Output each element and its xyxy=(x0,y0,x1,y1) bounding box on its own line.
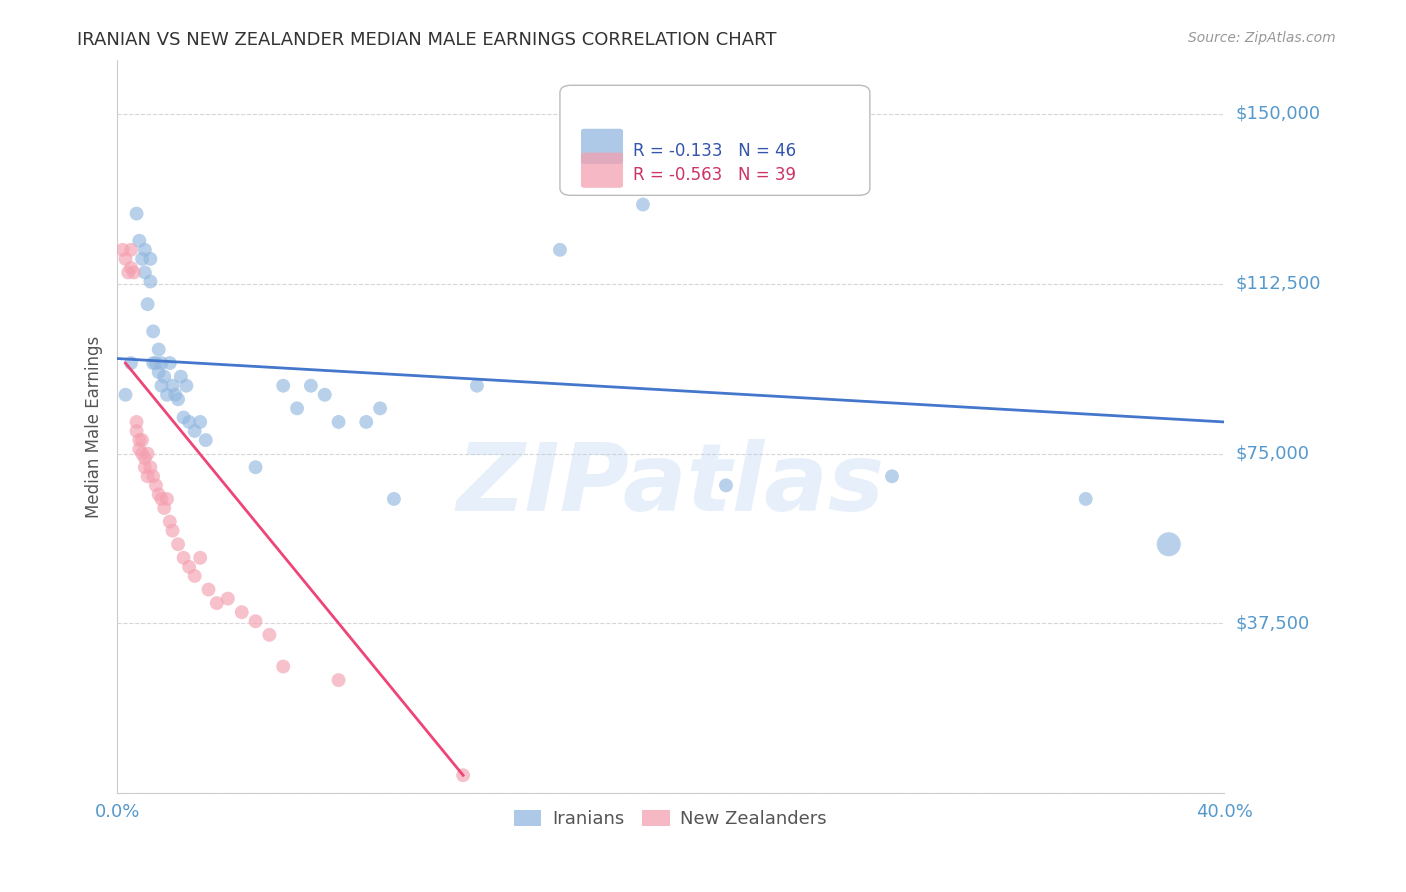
Text: $150,000: $150,000 xyxy=(1236,105,1320,123)
Point xyxy=(1074,491,1097,506)
Point xyxy=(173,410,195,425)
Point xyxy=(382,491,405,506)
Point xyxy=(125,415,148,429)
Point xyxy=(548,243,571,257)
Point xyxy=(271,378,294,392)
Point xyxy=(136,469,159,483)
Point xyxy=(156,388,179,402)
FancyBboxPatch shape xyxy=(581,153,623,188)
Point xyxy=(142,356,165,370)
Text: ZIPatlas: ZIPatlas xyxy=(457,439,884,531)
Point xyxy=(167,392,190,407)
Point xyxy=(148,343,170,357)
Point xyxy=(136,297,159,311)
Point xyxy=(125,206,148,220)
Point xyxy=(134,265,156,279)
Point xyxy=(465,378,488,392)
Point xyxy=(120,243,142,257)
Point xyxy=(368,401,391,416)
Point xyxy=(173,550,195,565)
Point xyxy=(299,378,322,392)
Point xyxy=(131,433,153,447)
Text: R = -0.563   N = 39: R = -0.563 N = 39 xyxy=(633,166,796,184)
Point xyxy=(120,260,142,275)
Point xyxy=(194,433,217,447)
Point xyxy=(114,388,136,402)
Point xyxy=(142,469,165,483)
Point xyxy=(205,596,228,610)
Point xyxy=(128,442,150,456)
Point xyxy=(162,378,184,392)
FancyBboxPatch shape xyxy=(560,86,870,195)
Point xyxy=(136,447,159,461)
Point xyxy=(145,478,167,492)
Point xyxy=(159,515,181,529)
Point xyxy=(134,451,156,466)
Point xyxy=(156,491,179,506)
Point xyxy=(231,605,253,619)
Point xyxy=(150,356,173,370)
Point xyxy=(150,491,173,506)
Point xyxy=(259,628,281,642)
Text: R = -0.133   N = 46: R = -0.133 N = 46 xyxy=(633,142,796,160)
Point xyxy=(880,469,903,483)
Point xyxy=(153,501,176,516)
Point xyxy=(176,378,198,392)
Point xyxy=(188,550,211,565)
Point xyxy=(162,524,184,538)
Point xyxy=(125,424,148,438)
Point xyxy=(314,388,336,402)
Point xyxy=(1157,537,1180,551)
Point xyxy=(179,415,201,429)
Point xyxy=(131,447,153,461)
Point xyxy=(183,569,205,583)
Point xyxy=(165,388,187,402)
Point xyxy=(167,537,190,551)
Point xyxy=(217,591,239,606)
Text: $112,500: $112,500 xyxy=(1236,275,1320,293)
Point xyxy=(134,243,156,257)
Point xyxy=(122,265,145,279)
Point xyxy=(183,424,205,438)
Point xyxy=(111,243,134,257)
Point xyxy=(114,252,136,266)
Point xyxy=(128,234,150,248)
Point xyxy=(148,487,170,501)
Point xyxy=(328,673,350,687)
Point xyxy=(139,252,162,266)
Point xyxy=(142,324,165,338)
Point xyxy=(188,415,211,429)
Y-axis label: Median Male Earnings: Median Male Earnings xyxy=(86,335,103,517)
Point xyxy=(139,275,162,289)
Point xyxy=(714,478,737,492)
Point xyxy=(328,415,350,429)
Point xyxy=(150,378,173,392)
Text: Source: ZipAtlas.com: Source: ZipAtlas.com xyxy=(1188,31,1336,45)
Point xyxy=(631,197,654,211)
Point xyxy=(245,614,267,628)
Point xyxy=(120,356,142,370)
Point xyxy=(131,252,153,266)
Point xyxy=(354,415,377,429)
Point xyxy=(153,369,176,384)
FancyBboxPatch shape xyxy=(581,128,623,164)
Point xyxy=(134,460,156,475)
Point xyxy=(271,659,294,673)
Point xyxy=(245,460,267,475)
Point xyxy=(159,356,181,370)
Text: $75,000: $75,000 xyxy=(1236,444,1309,463)
Point xyxy=(451,768,474,782)
Point xyxy=(179,560,201,574)
Point xyxy=(145,356,167,370)
Point xyxy=(170,369,193,384)
Point xyxy=(197,582,219,597)
Point xyxy=(285,401,308,416)
Text: $37,500: $37,500 xyxy=(1236,615,1309,632)
Point xyxy=(139,460,162,475)
Legend: Iranians, New Zealanders: Iranians, New Zealanders xyxy=(508,803,834,836)
Point xyxy=(117,265,139,279)
Text: IRANIAN VS NEW ZEALANDER MEDIAN MALE EARNINGS CORRELATION CHART: IRANIAN VS NEW ZEALANDER MEDIAN MALE EAR… xyxy=(77,31,778,49)
Point xyxy=(128,433,150,447)
Point xyxy=(148,365,170,379)
